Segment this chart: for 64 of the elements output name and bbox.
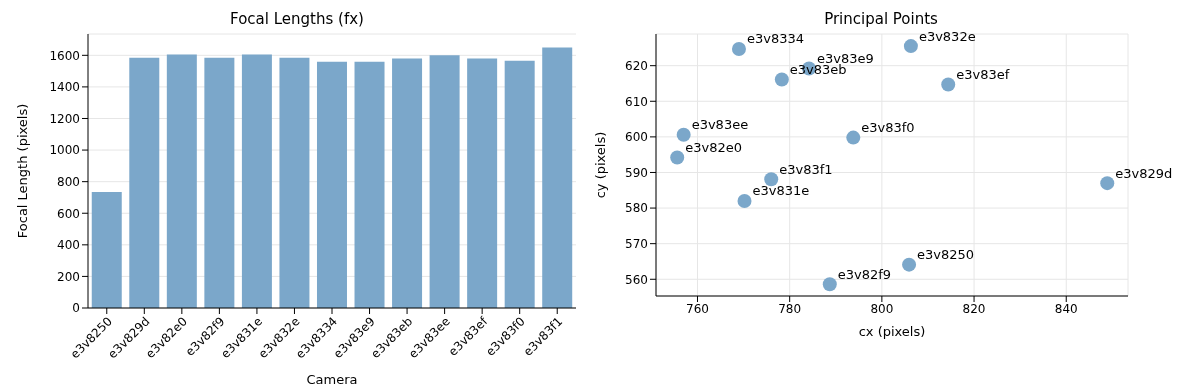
point bbox=[902, 257, 917, 272]
bar bbox=[279, 57, 310, 308]
data-label: e3v83ee bbox=[691, 117, 749, 133]
y-axis-title: Focal Length (pixels) bbox=[14, 103, 30, 239]
point bbox=[941, 77, 956, 92]
x-tick-label: 820 bbox=[962, 301, 986, 316]
y-tick-label: 400 bbox=[57, 238, 80, 253]
point bbox=[774, 72, 789, 87]
x-tick-label: 840 bbox=[1054, 301, 1078, 316]
data-label: e3v83eb bbox=[789, 62, 847, 78]
point bbox=[731, 41, 746, 56]
data-label: e3v83ef bbox=[956, 67, 1010, 83]
bar bbox=[316, 61, 347, 308]
bar bbox=[166, 54, 197, 308]
point bbox=[764, 172, 779, 187]
y-tick-label: 600 bbox=[625, 130, 648, 145]
y-tick-label: 620 bbox=[625, 58, 648, 73]
data-label: e3v82f9 bbox=[837, 266, 892, 282]
y-tick-label: 600 bbox=[57, 206, 80, 221]
bar bbox=[204, 57, 235, 308]
data-label: e3v829d bbox=[1115, 165, 1173, 181]
bar bbox=[429, 55, 460, 308]
data-label: e3v82e0 bbox=[685, 140, 742, 156]
x-tick-label: 800 bbox=[870, 301, 894, 316]
y-tick-label: 1600 bbox=[49, 48, 80, 63]
data-label: e3v8250 bbox=[917, 247, 975, 263]
data-label: e3v832e bbox=[918, 28, 976, 44]
y-tick-label: 0 bbox=[72, 301, 80, 316]
y-tick-label: 610 bbox=[625, 94, 648, 109]
chart-title: Focal Lengths (fx) bbox=[229, 9, 365, 30]
data-label: e3v83f0 bbox=[861, 120, 915, 136]
bar bbox=[392, 58, 423, 308]
bar bbox=[504, 60, 535, 308]
bar bbox=[129, 57, 160, 308]
y-tick-label: 200 bbox=[57, 269, 80, 284]
y-tick-label: 580 bbox=[625, 201, 648, 216]
bar bbox=[91, 191, 122, 308]
y-tick-label: 570 bbox=[625, 236, 648, 251]
y-tick-label: 560 bbox=[625, 272, 648, 287]
bar bbox=[542, 47, 573, 308]
data-label: e3v8334 bbox=[746, 31, 805, 47]
point bbox=[676, 127, 691, 142]
bar bbox=[241, 54, 272, 308]
point bbox=[903, 39, 918, 54]
bar bbox=[354, 61, 385, 308]
y-tick-label: 1200 bbox=[49, 111, 80, 126]
x-axis-title: cx (pixels) bbox=[858, 324, 926, 339]
point bbox=[737, 193, 752, 208]
bar bbox=[467, 58, 498, 308]
point bbox=[846, 130, 861, 145]
y-tick-label: 590 bbox=[625, 165, 648, 180]
y-tick-label: 800 bbox=[57, 174, 80, 189]
chart-title: Principal Points bbox=[823, 9, 939, 30]
y-tick-label: 1400 bbox=[49, 80, 80, 95]
x-tick-label: 780 bbox=[778, 301, 802, 316]
data-label: e3v831e bbox=[752, 183, 810, 199]
point bbox=[822, 277, 837, 292]
y-tick-label: 1000 bbox=[49, 143, 80, 158]
x-tick-label: 760 bbox=[686, 301, 709, 316]
x-axis-title: Camera bbox=[306, 372, 358, 387]
y-axis-title: cy (pixels) bbox=[592, 131, 608, 199]
point bbox=[1100, 176, 1115, 191]
data-label: e3v83f1 bbox=[779, 161, 833, 177]
point bbox=[670, 150, 685, 165]
